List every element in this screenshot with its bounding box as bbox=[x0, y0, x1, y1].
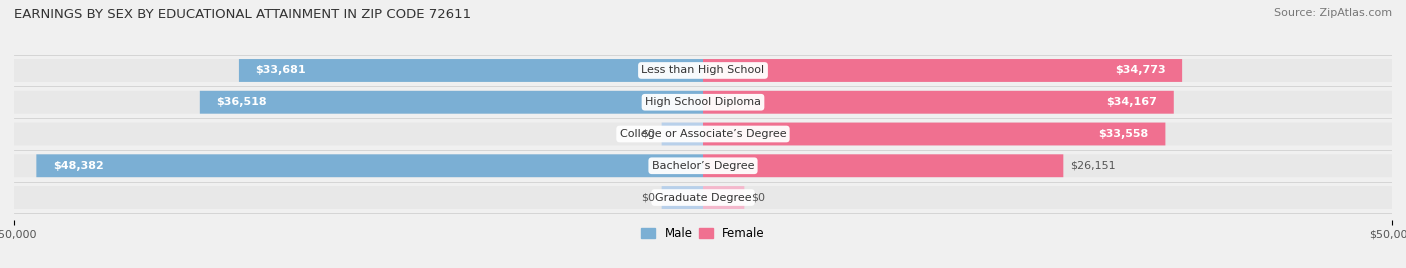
Text: $0: $0 bbox=[751, 192, 765, 203]
Text: $33,558: $33,558 bbox=[1098, 129, 1149, 139]
Text: $34,167: $34,167 bbox=[1107, 97, 1157, 107]
FancyBboxPatch shape bbox=[703, 154, 1063, 177]
Text: $33,681: $33,681 bbox=[256, 65, 307, 76]
Text: College or Associate’s Degree: College or Associate’s Degree bbox=[620, 129, 786, 139]
FancyBboxPatch shape bbox=[662, 186, 703, 209]
FancyBboxPatch shape bbox=[703, 91, 1174, 114]
FancyBboxPatch shape bbox=[239, 59, 703, 82]
FancyBboxPatch shape bbox=[37, 154, 703, 177]
Text: High School Diploma: High School Diploma bbox=[645, 97, 761, 107]
Text: $0: $0 bbox=[641, 129, 655, 139]
FancyBboxPatch shape bbox=[703, 122, 1166, 146]
FancyBboxPatch shape bbox=[703, 186, 744, 209]
FancyBboxPatch shape bbox=[14, 122, 1392, 146]
FancyBboxPatch shape bbox=[14, 91, 1392, 114]
FancyBboxPatch shape bbox=[703, 59, 1182, 82]
Text: EARNINGS BY SEX BY EDUCATIONAL ATTAINMENT IN ZIP CODE 72611: EARNINGS BY SEX BY EDUCATIONAL ATTAINMEN… bbox=[14, 8, 471, 21]
FancyBboxPatch shape bbox=[200, 91, 703, 114]
Legend: Male, Female: Male, Female bbox=[637, 222, 769, 245]
Text: Bachelor’s Degree: Bachelor’s Degree bbox=[652, 161, 754, 171]
Text: Source: ZipAtlas.com: Source: ZipAtlas.com bbox=[1274, 8, 1392, 18]
Text: $48,382: $48,382 bbox=[53, 161, 104, 171]
Text: $0: $0 bbox=[641, 192, 655, 203]
Text: Less than High School: Less than High School bbox=[641, 65, 765, 76]
FancyBboxPatch shape bbox=[662, 122, 703, 146]
Text: $36,518: $36,518 bbox=[217, 97, 267, 107]
FancyBboxPatch shape bbox=[14, 186, 1392, 209]
Text: $34,773: $34,773 bbox=[1115, 65, 1166, 76]
Text: Graduate Degree: Graduate Degree bbox=[655, 192, 751, 203]
FancyBboxPatch shape bbox=[14, 59, 1392, 82]
Text: $26,151: $26,151 bbox=[1070, 161, 1116, 171]
FancyBboxPatch shape bbox=[14, 154, 1392, 177]
